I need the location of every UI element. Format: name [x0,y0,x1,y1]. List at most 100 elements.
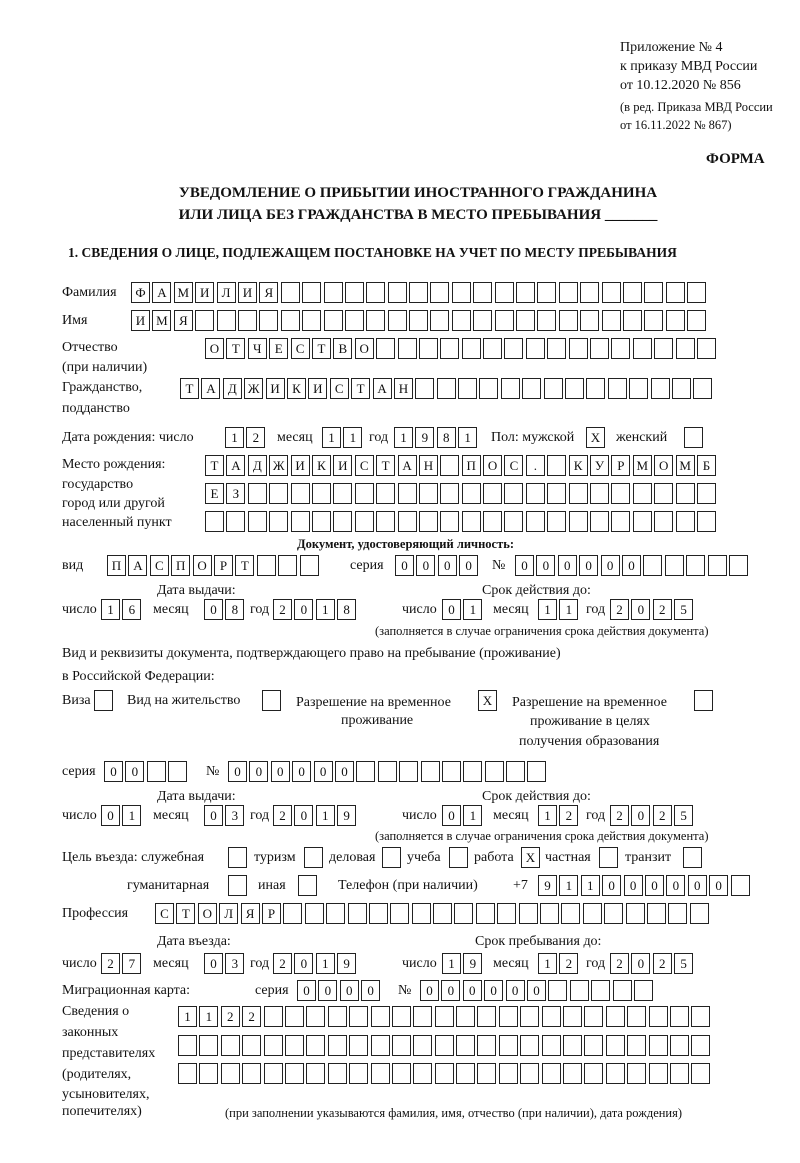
checkbox-cell[interactable] [304,847,323,868]
char-cell[interactable] [580,282,600,303]
char-cell[interactable]: 2 [652,599,672,620]
char-cell[interactable]: 2 [559,805,579,826]
char-cell[interactable] [326,903,346,924]
char-cell[interactable]: М [152,310,172,331]
char-cell[interactable] [418,511,438,532]
char-cell[interactable] [434,1006,454,1027]
char-cell[interactable] [516,310,536,331]
char-cell[interactable] [558,310,578,331]
char-cell[interactable]: 2 [273,805,292,826]
purpose-official-checkbox[interactable] [228,847,249,869]
char-cell[interactable] [368,903,388,924]
char-cell[interactable]: 3 [225,805,245,826]
char-cell[interactable]: 0 [294,953,314,974]
char-cell[interactable]: 0 [536,555,556,576]
char-cell[interactable]: 0 [462,980,482,1001]
char-cell[interactable] [283,903,303,924]
char-cell[interactable] [522,378,542,399]
char-cell[interactable]: 9 [337,953,357,974]
char-cell[interactable]: 7 [122,953,142,974]
char-cell[interactable]: С [329,378,349,399]
char-cell[interactable]: А [372,378,392,399]
char-cell[interactable] [256,555,276,576]
char-cell[interactable] [494,282,514,303]
char-cell[interactable] [627,1035,647,1056]
char-cell[interactable]: 1 [463,599,483,620]
char-cell[interactable] [584,1063,604,1084]
char-cell[interactable]: И [237,282,257,303]
char-cell[interactable] [413,1035,433,1056]
char-cell[interactable] [696,511,716,532]
char-cell[interactable] [629,378,649,399]
char-cell[interactable]: 2 [273,599,292,620]
char-cell[interactable]: 0 [204,599,223,620]
char-cell[interactable]: 0 [442,599,461,620]
char-cell[interactable] [483,511,503,532]
char-cell[interactable] [547,455,567,476]
char-cell[interactable] [671,378,691,399]
char-cell[interactable] [226,511,246,532]
char-cell[interactable] [668,903,688,924]
char-cell[interactable] [687,282,707,303]
char-cell[interactable]: О [654,455,674,476]
char-cell[interactable]: 0 [313,761,333,782]
char-cell[interactable]: И [308,378,328,399]
char-cell[interactable] [390,903,410,924]
char-cell[interactable] [607,378,627,399]
char-cell[interactable] [500,378,520,399]
char-cell[interactable] [518,903,538,924]
char-cell[interactable]: П [107,555,126,576]
checkbox-cell[interactable] [694,690,713,711]
char-cell[interactable] [728,555,748,576]
char-cell[interactable] [483,338,503,359]
char-cell[interactable]: 1 [343,427,363,448]
char-cell[interactable] [627,1063,647,1084]
char-cell[interactable] [691,1006,711,1027]
char-cell[interactable]: 9 [337,805,357,826]
char-cell[interactable] [440,455,460,476]
purpose-transit-checkbox[interactable] [683,847,704,869]
char-cell[interactable]: 1 [538,805,557,826]
char-cell[interactable] [696,483,716,504]
char-cell[interactable]: Я [240,903,260,924]
char-cell[interactable] [691,1035,711,1056]
char-cell[interactable] [327,1006,347,1027]
char-cell[interactable] [494,310,514,331]
char-cell[interactable]: Ж [244,378,264,399]
char-cell[interactable] [411,903,431,924]
char-cell[interactable]: Л [216,282,236,303]
char-cell[interactable]: 0 [125,761,145,782]
char-cell[interactable]: Д [247,455,267,476]
char-cell[interactable] [440,483,460,504]
char-cell[interactable] [654,338,674,359]
char-cell[interactable]: Н [393,378,413,399]
char-cell[interactable] [278,555,298,576]
char-cell[interactable] [397,483,417,504]
char-cell[interactable] [461,511,481,532]
char-cell[interactable]: Л [219,903,239,924]
char-cell[interactable]: М [173,282,193,303]
checkbox-cell[interactable]: X [521,847,540,868]
char-cell[interactable]: А [201,378,221,399]
checkbox-cell[interactable] [684,427,703,448]
char-cell[interactable]: Ж [269,455,289,476]
char-cell[interactable]: Б [696,455,716,476]
char-cell[interactable] [376,338,396,359]
male-checkbox[interactable]: X [586,427,607,449]
char-cell[interactable] [436,378,456,399]
char-cell[interactable] [525,511,545,532]
char-cell[interactable] [299,555,319,576]
char-cell[interactable] [605,1063,625,1084]
temp-permit-checkbox[interactable]: X [478,690,499,712]
char-cell[interactable]: А [226,455,246,476]
char-cell[interactable] [504,338,524,359]
